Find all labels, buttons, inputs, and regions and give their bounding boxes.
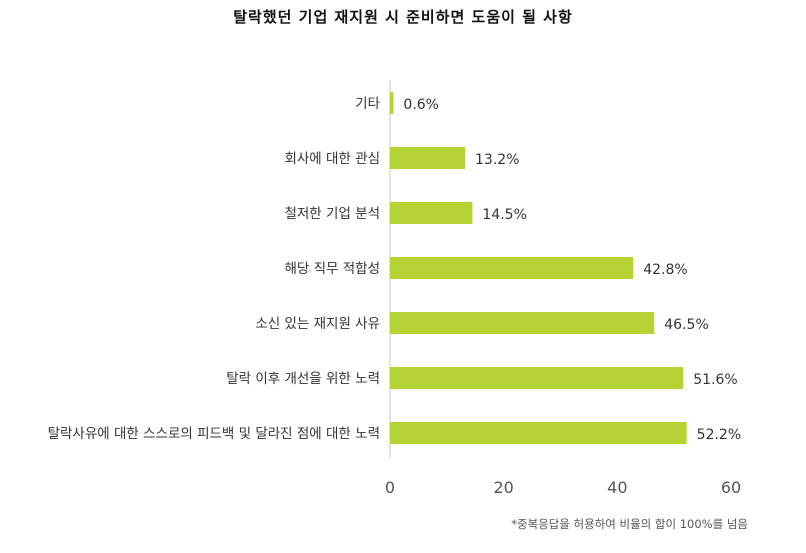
value-label: 14.5% <box>482 207 526 223</box>
x-tick-label: 60 <box>721 478 741 497</box>
bar <box>390 422 687 444</box>
bar <box>390 202 473 224</box>
value-label: 42.8% <box>643 262 687 278</box>
value-label: 0.6% <box>403 97 439 113</box>
category-label: 소신 있는 재지원 사유 <box>255 316 380 332</box>
bar <box>390 92 394 114</box>
value-label: 52.2% <box>697 427 741 443</box>
footnote: *중복응답을 허용하여 비율의 합이 100%를 넘음 <box>511 517 748 531</box>
value-label: 13.2% <box>475 152 519 168</box>
value-label: 51.6% <box>693 372 737 388</box>
chart-title: 탈락했던 기업 재지원 시 준비하면 도움이 될 사항 <box>233 8 573 26</box>
category-label: 해당 직무 적합성 <box>284 261 380 277</box>
bar <box>390 147 466 169</box>
category-label: 회사에 대한 관심 <box>284 151 380 167</box>
category-label: 탈락사유에 대한 스스로의 피드백 및 달라진 점에 대한 노력 <box>48 426 380 442</box>
category-label: 철저한 기업 분석 <box>284 206 380 222</box>
category-label: 기타 <box>355 96 380 112</box>
x-tick-label: 40 <box>607 478 627 497</box>
value-label: 46.5% <box>664 317 708 333</box>
bar <box>390 257 634 279</box>
category-label: 탈락 이후 개선을 위한 노력 <box>226 371 380 387</box>
x-tick-label: 20 <box>493 478 513 497</box>
x-tick-label: 0 <box>385 478 395 497</box>
bar <box>390 312 655 334</box>
bar <box>390 367 684 389</box>
